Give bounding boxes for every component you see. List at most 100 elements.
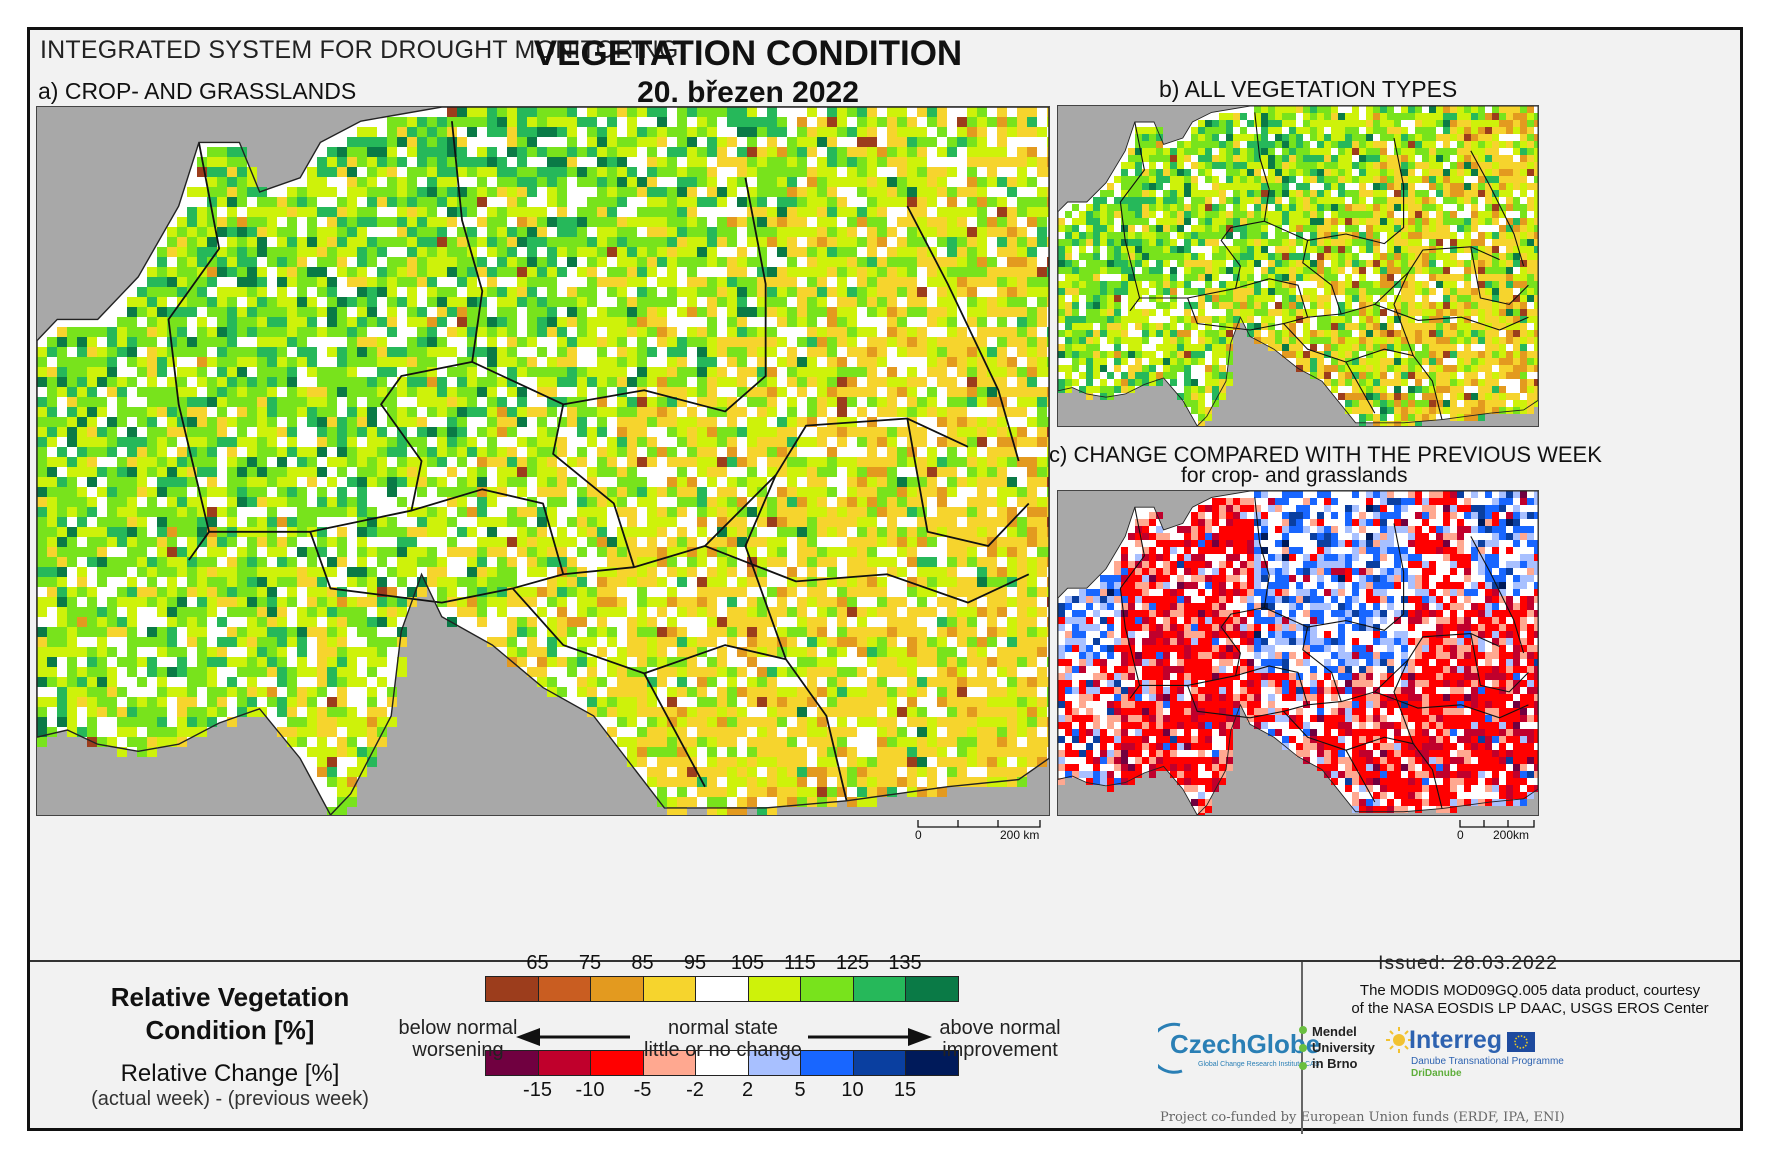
country-border-5	[1374, 303, 1529, 331]
rvc-swatch-6	[800, 976, 854, 1002]
rvc-title-line1: Relative Vegetation	[110, 982, 350, 1012]
country-border-4	[1302, 240, 1342, 315]
rvc-tick-1: 75	[578, 952, 602, 974]
country-border-4	[1302, 626, 1342, 702]
panel-a-label: a) CROP- AND GRASSLANDS	[38, 78, 357, 104]
rc-tick-3: -2	[686, 1079, 704, 1101]
country-border-11	[1470, 536, 1525, 654]
worsening-note: worsening	[412, 1039, 504, 1061]
crop-grassland-condition-map	[37, 107, 1049, 815]
rvc-swatch-2	[590, 976, 644, 1002]
country-border-0	[1119, 121, 1145, 312]
panel-a-scalebar	[916, 818, 1046, 837]
country-border-1	[1139, 112, 1270, 299]
rc-tick-5: 5	[794, 1079, 806, 1101]
main-title: VEGETATION CONDITION	[533, 34, 963, 73]
country-border-3	[411, 417, 969, 576]
rc-swatch-7	[852, 1050, 906, 1076]
rvc-swatch-7	[852, 976, 906, 1002]
rvc-swatch-4	[695, 976, 749, 1002]
map-date: 20. březen 2022	[637, 76, 859, 109]
sun-icon	[1386, 1027, 1412, 1053]
below-normal-note: below normal	[398, 1017, 518, 1039]
rc-subtitle: (actual week) - (previous week)	[91, 1088, 369, 1110]
rvc-tick-3: 95	[683, 952, 707, 974]
country-border-6	[1187, 685, 1308, 719]
country-border-6	[309, 531, 564, 604]
country-border-4	[552, 404, 635, 568]
country-border-6	[1187, 297, 1308, 331]
improvement-note: improvement	[942, 1039, 1058, 1061]
coastline	[37, 107, 1049, 815]
country-border-10	[1345, 348, 1414, 363]
country-border-3	[1235, 633, 1500, 706]
country-border-9	[906, 418, 1030, 547]
little-change-note: little or no change	[644, 1039, 802, 1061]
country-border-9	[1470, 246, 1529, 305]
rvc-tick-2: 85	[631, 952, 654, 974]
panel-c-sublabel: for crop- and grasslands	[1181, 464, 1408, 487]
rvc-tick-4: 105	[730, 952, 765, 974]
country-border-0	[1119, 507, 1145, 699]
rc-swatch-6	[800, 1050, 854, 1076]
rvc-swatch-8	[905, 976, 959, 1002]
panel-c-label: c) CHANGE COMPARED WITH THE PREVIOUS WEE…	[1049, 442, 1602, 467]
improvement-arrow-icon	[808, 1028, 932, 1046]
system-title: INTEGRATED SYSTEM FOR DROUGHT MONITORING	[40, 36, 679, 64]
panel-b-label: b) ALL VEGETATION TYPES	[1159, 76, 1458, 102]
rc-tick-6: 10	[841, 1079, 864, 1101]
rvc-tick-5: 115	[784, 952, 816, 974]
rc-swatch-1	[537, 1050, 591, 1076]
panel-b-map	[1057, 105, 1539, 427]
rvc-swatch-3	[642, 976, 696, 1002]
all-vegetation-condition-map	[1058, 106, 1538, 426]
country-border-11	[906, 205, 1020, 462]
panel-c-scale-zero: 0	[1457, 828, 1464, 842]
issued-date: Issued: 28.03.2022	[1378, 953, 1558, 974]
country-border-10	[643, 644, 787, 675]
rvc-tick-6: 125	[835, 952, 870, 974]
coastline	[1058, 106, 1538, 426]
country-border-9	[1470, 633, 1529, 693]
rvc-swatch-1	[537, 976, 591, 1002]
above-normal-note: above normal	[939, 1017, 1061, 1039]
weekly-change-map	[1058, 491, 1538, 815]
rvc-tick-0: 65	[526, 952, 549, 974]
rc-swatch-0	[485, 1050, 539, 1076]
eu-flag-icon	[1507, 1032, 1535, 1052]
country-border-3	[1235, 246, 1500, 318]
country-border-0	[167, 142, 221, 561]
rvc-tick-7: 135	[888, 952, 922, 974]
worsening-arrow-icon	[516, 1028, 630, 1046]
panel-a-map	[36, 106, 1050, 816]
normal-state-note: normal state	[667, 1017, 779, 1039]
country-border-10	[1345, 736, 1414, 751]
rc-swatch-8	[905, 1050, 959, 1076]
country-border-5	[704, 545, 1030, 604]
rc-tick-2: -5	[633, 1079, 652, 1101]
panel-c-scalebar	[1458, 818, 1538, 837]
rc-swatch-3	[642, 1050, 696, 1076]
panel-c-scale-end: 200km	[1493, 828, 1530, 842]
panel-a-scale-end: 200 km	[1000, 828, 1040, 842]
country-border-1	[209, 121, 484, 533]
panel-a-scale-zero: 0	[915, 828, 922, 842]
credit-line2: of the NASA EOSDIS LP DAAC, USGS EROS Ce…	[1351, 1000, 1709, 1017]
cofunded-note: Project co-funded by European Union fund…	[1160, 1110, 1565, 1125]
rc-title: Relative Change [%]	[120, 1060, 340, 1087]
coastline	[1058, 491, 1538, 815]
rc-tick-7: 15	[893, 1079, 917, 1101]
map-sheet: INTEGRATED SYSTEM FOR DROUGHT MONITORING…	[27, 27, 1743, 1134]
panel-c-map	[1057, 490, 1539, 816]
rvc-title-line2: Condition [%]	[145, 1015, 315, 1045]
rc-tick-4: 2	[741, 1079, 754, 1101]
rvc-swatch-5	[747, 976, 801, 1002]
credit-line1: The MODIS MOD09GQ.005 data product, cour…	[1359, 982, 1701, 999]
country-border-1	[1139, 497, 1270, 686]
rc-tick-1: -10	[575, 1079, 605, 1101]
legend-divider	[30, 960, 1740, 962]
country-border-5	[1374, 691, 1529, 719]
rvc-swatch-0	[485, 976, 539, 1002]
rc-tick-0: -15	[523, 1079, 552, 1101]
country-border-11	[1470, 150, 1525, 267]
